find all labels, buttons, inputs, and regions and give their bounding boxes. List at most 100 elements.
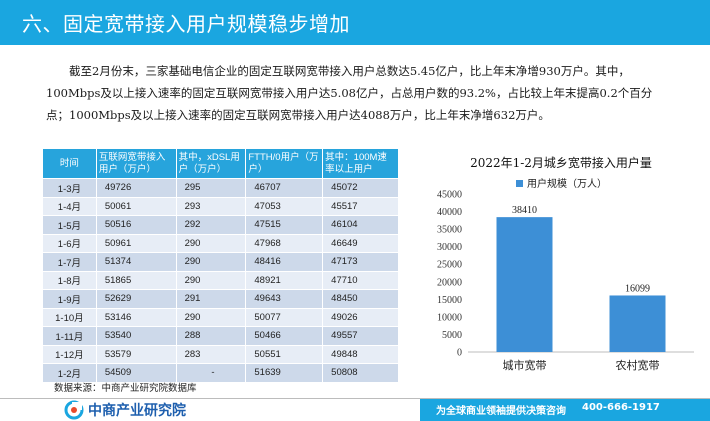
footer-divider [0,398,710,399]
footer-slogan: 为全球商业领袖提供决策咨询 [436,406,566,417]
legend-swatch [516,180,523,187]
table-cell: 49026 [322,307,399,327]
table-row: 1-2月 54509-51639 50808 [42,363,399,383]
y-tick-label: 45000 [437,190,462,201]
x-tick-label: 城市宽带 [503,358,547,372]
legend-label: 用户规模（万人） [527,177,607,190]
column-header: 互联网宽带接入用户（万户） [95,148,177,179]
table-cell: 50516 [95,215,177,235]
table-cell: 293 [175,196,247,216]
footer-bar [420,399,710,421]
table-row: 1-5月 50516 292 47515 46104 [42,215,399,235]
bar [496,217,553,352]
footer-phone: 400-666-1917 [582,402,660,413]
table-cell: 46707 [245,178,324,198]
column-header: 其中，xDSL用户（万户） [175,148,247,179]
table-cell: 47173 [322,252,399,272]
column-header: 时间 [42,148,97,179]
table-cell: 48450 [322,289,399,309]
table-cell: 290 [175,233,247,253]
intro-paragraph: 截至2月份末，三家基础电信企业的固定互联网宽带接入用户总数达5.45亿户，比上年… [46,64,653,122]
table-cell: 1-6月 [42,233,97,253]
table-cell: 291 [175,289,247,309]
table-cell: 51865 [95,270,177,290]
table-cell: 50551 [245,344,324,364]
table-row: 1-4月 50061 293 47053 45517 [42,196,399,216]
table-cell: 47710 [322,270,399,290]
table-cell: 51639 [245,363,324,383]
table-cell: 49643 [245,289,324,309]
table-cell: 1-8月 [42,270,97,290]
y-tick-label: 25000 [437,260,462,271]
y-tick-label: 30000 [437,242,462,253]
table-cell: 52629 [95,289,177,309]
table-cell: 1-12月 [42,344,97,364]
table-cell: 49726 [95,178,177,198]
y-tick-label: 0 [457,348,462,359]
column-header: 其中：100M速率以上用户 [322,148,399,179]
table-cell: 1-3月 [42,178,97,198]
table-row: 1-3月 49726 295 46707 45072 [42,178,399,198]
y-tick-label: 40000 [437,207,462,218]
column-header: FTTH/0用户（万户） [245,148,324,179]
table-cell: 50061 [95,196,177,216]
chart-title: 2022年1-2月城乡宽带接入用户量 [470,156,652,170]
table-row: 1-7月 51374 290 48416 47173 [42,252,399,272]
table-cell: 51374 [95,252,177,272]
table-row: 1-9月 52629 291 49643 48450 [42,289,399,309]
table-cell: 49557 [322,326,399,346]
y-tick-label: 20000 [437,277,462,288]
table-cell: 290 [175,252,247,272]
table-cell: 290 [175,307,247,327]
table-cell: 292 [175,215,247,235]
table-cell: 47968 [245,233,324,253]
data-label: 16099 [625,283,650,294]
table-header-row: 时间 互联网宽带接入用户（万户） 其中，xDSL用户（万户） FTTH/0用户（… [42,148,399,179]
table-row: 1-6月 50961 290 47968 46649 [42,233,399,253]
broadband-table: 时间 互联网宽带接入用户（万户） 其中，xDSL用户（万户） FTTH/0用户（… [42,148,399,383]
table-cell: 47515 [245,215,324,235]
table-cell: 45072 [322,178,399,198]
table-cell: 1-5月 [42,215,97,235]
x-tick-label: 农村宽带 [616,358,660,372]
table-cell: 1-7月 [42,252,97,272]
table-cell: 48416 [245,252,324,272]
table-cell: 46649 [322,233,399,253]
table-cell: 295 [175,178,247,198]
table-cell: 46104 [322,215,399,235]
table-cell: 50808 [322,363,399,383]
table-cell: 53540 [95,326,177,346]
table-cell: 288 [175,326,247,346]
table-cell: 1-4月 [42,196,97,216]
page-title: 六、固定宽带接入用户规模稳步增加 [22,12,350,36]
data-source: 数据来源：中商产业研究院数据库 [54,383,197,394]
table-row: 1-10月 53146 290 50077 49026 [42,307,399,327]
table-cell: 50961 [95,233,177,253]
bar-chart: 0 5000 10000 15000 20000 25000 30000 35000 40000… [437,177,694,372]
header-bar [0,0,710,45]
y-tick-label: 5000 [442,330,462,341]
y-tick-label: 35000 [437,225,462,236]
table-cell: 49848 [322,344,399,364]
table-cell: 53146 [95,307,177,327]
table-cell: 1-10月 [42,307,97,327]
logo-text: 中商产业研究院 [88,403,186,419]
table-cell: 54509 [95,363,177,383]
logo-icon [64,400,84,420]
y-tick-label: 15000 [437,295,462,306]
table-cell: 53579 [95,344,177,364]
table-cell: 283 [175,344,247,364]
table-row: 1-12月 53579 283 50551 49848 [42,344,399,364]
table-cell: - [175,363,247,383]
data-label: 38410 [512,205,537,216]
table-row: 1-11月 53540 288 50466 49557 [42,326,399,346]
table-cell: 50077 [245,307,324,327]
table-row: 1-8月 51865 290 48921 47710 [42,270,399,290]
table-cell: 1-9月 [42,289,97,309]
bar [609,295,666,352]
table-cell: 50466 [245,326,324,346]
table-cell: 290 [175,270,247,290]
table-cell: 1-11月 [42,326,97,346]
table-cell: 48921 [245,270,324,290]
table-cell: 47053 [245,196,324,216]
